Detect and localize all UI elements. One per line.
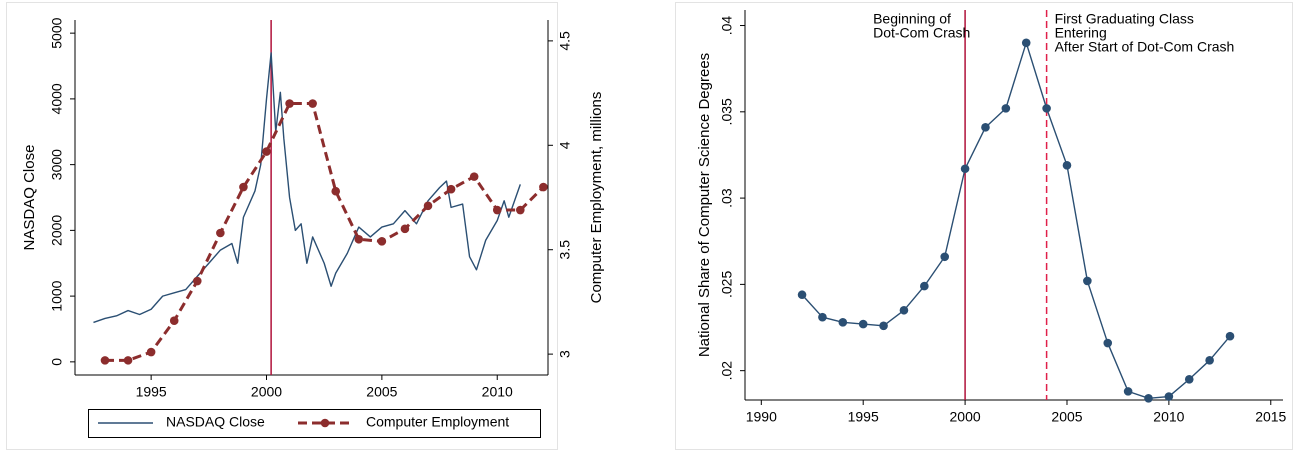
- point: [262, 147, 271, 156]
- point: [960, 164, 970, 174]
- point: [169, 316, 179, 326]
- point: [1103, 338, 1113, 348]
- point: [1042, 104, 1051, 113]
- point: [899, 305, 909, 315]
- y-tick-label: .04: [719, 16, 735, 36]
- point: [400, 224, 410, 234]
- y-tick-label: .025: [719, 271, 735, 298]
- series-line: [801, 42, 1231, 399]
- annotation: After Start of Dot-Com Crash: [1055, 39, 1235, 55]
- x-tick-label: 2005: [1051, 409, 1082, 425]
- point: [1225, 331, 1235, 341]
- point: [331, 186, 341, 196]
- x-tick-label: 2010: [482, 384, 513, 400]
- y-axis-title: National Share of Computer Science Degre…: [696, 53, 713, 357]
- point: [539, 182, 548, 192]
- annotation: Dot-Com Crash: [873, 25, 970, 41]
- point: [146, 347, 156, 357]
- point: [516, 205, 525, 215]
- point: [492, 205, 502, 215]
- y-tick-label: .02: [719, 361, 735, 381]
- y-tick-label: 1000: [49, 280, 65, 311]
- point: [192, 276, 202, 286]
- legend-label: NASDAQ Close: [166, 414, 265, 430]
- point: [1083, 276, 1092, 286]
- point: [1062, 161, 1072, 170]
- x-tick-label: 2005: [366, 384, 397, 400]
- point: [1123, 387, 1133, 396]
- y-tick-label: 2000: [49, 215, 65, 246]
- annotation: Entering: [1055, 25, 1107, 41]
- x-tick-label: 2015: [1255, 409, 1286, 425]
- point: [858, 319, 868, 329]
- y-tick-label: .035: [719, 98, 735, 125]
- point: [1144, 393, 1153, 403]
- point: [920, 281, 929, 291]
- x-tick-label: 2000: [251, 384, 282, 400]
- point: [100, 356, 110, 365]
- y-tick-label: 3000: [49, 149, 65, 180]
- point: [123, 356, 133, 365]
- y-tick-label: 5000: [49, 17, 65, 48]
- point: [354, 234, 364, 244]
- point: [285, 99, 294, 108]
- point: [423, 201, 433, 211]
- y2-tick-label: 3.5: [557, 240, 573, 260]
- point: [797, 290, 807, 300]
- y-tick-label: .03: [719, 188, 735, 208]
- panel-frame: [675, 2, 1293, 450]
- x-tick-label: 1990: [746, 409, 777, 425]
- series-line: [104, 102, 545, 362]
- point: [838, 318, 848, 327]
- legend-label: Computer Employment: [366, 414, 509, 430]
- annotation: Beginning of: [873, 11, 951, 27]
- panel-frame: [6, 2, 558, 450]
- point: [1001, 104, 1011, 113]
- series-line: [93, 52, 521, 324]
- y2-tick-label: 3: [557, 350, 573, 358]
- point: [377, 237, 387, 246]
- point: [940, 252, 950, 262]
- point: [818, 312, 827, 322]
- x-tick-label: 1995: [848, 409, 879, 425]
- y2-tick-label: 4: [557, 141, 573, 149]
- point: [1184, 374, 1194, 384]
- point: [446, 184, 456, 194]
- annotation: First Graduating Class: [1055, 11, 1194, 27]
- point: [1021, 38, 1031, 48]
- point: [308, 99, 317, 108]
- y2-axis-title: Computer Employment, millions: [588, 92, 605, 304]
- x-tick-label: 1995: [136, 384, 167, 400]
- point: [1205, 356, 1214, 365]
- y-tick-label: 4000: [49, 83, 65, 114]
- point: [1164, 392, 1174, 401]
- point: [469, 172, 479, 181]
- x-tick-label: 2000: [950, 409, 981, 425]
- point: [216, 228, 225, 238]
- y2-tick-label: 4.5: [557, 31, 573, 51]
- y-tick-label: 0: [49, 358, 65, 366]
- point: [879, 321, 888, 331]
- x-tick-label: 2010: [1153, 409, 1184, 425]
- point: [981, 123, 990, 132]
- point: [239, 182, 248, 192]
- y-axis-title: NASDAQ Close: [21, 145, 38, 251]
- legend-marker: [320, 418, 330, 428]
